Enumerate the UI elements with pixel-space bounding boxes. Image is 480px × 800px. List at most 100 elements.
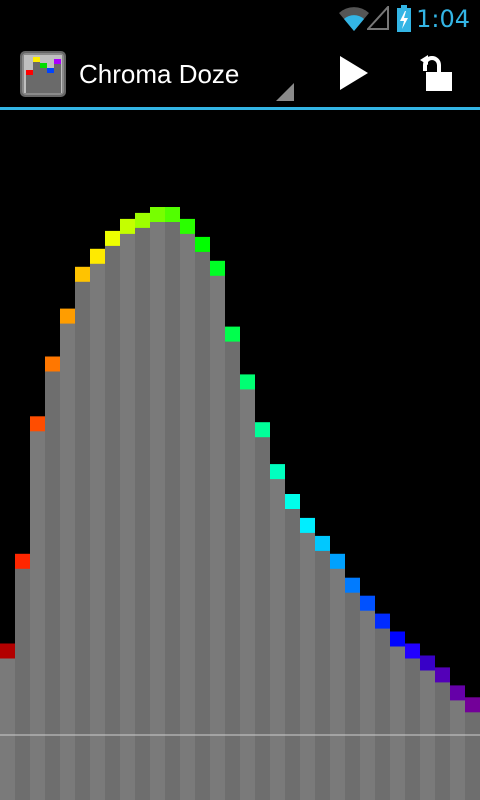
spectrum-bar[interactable] xyxy=(210,274,225,800)
spectrum-bar[interactable] xyxy=(345,591,360,800)
spectrum-bar[interactable] xyxy=(45,370,60,800)
spectrum-bar[interactable] xyxy=(150,221,165,800)
spectrum-cap[interactable] xyxy=(15,553,30,569)
spectrum-band-18[interactable] xyxy=(255,422,270,800)
spectrum-cap[interactable] xyxy=(30,416,45,432)
spectrum-band-15[interactable] xyxy=(210,260,225,800)
spectrum-band-25[interactable] xyxy=(360,595,375,800)
spectrum-band-20[interactable] xyxy=(285,494,300,800)
spectrum-bar[interactable] xyxy=(135,226,150,800)
spectrum-bar[interactable] xyxy=(390,645,405,800)
spectrum-band-5[interactable] xyxy=(60,308,75,800)
spectrum-band-22[interactable] xyxy=(315,535,330,800)
spectrum-bar[interactable] xyxy=(300,531,315,800)
spectrum-bar[interactable] xyxy=(315,549,330,800)
spectrum-bar[interactable] xyxy=(0,657,15,800)
spectrum-cap[interactable] xyxy=(270,464,285,480)
spectrum-band-9[interactable] xyxy=(120,218,135,800)
spectrum-cap[interactable] xyxy=(45,356,60,372)
spectrum-cap[interactable] xyxy=(345,577,360,593)
spectrum-cap[interactable] xyxy=(360,595,375,611)
lock-button[interactable] xyxy=(404,38,472,107)
spectrum-cap[interactable] xyxy=(285,494,300,509)
spectrum-bar[interactable] xyxy=(225,340,240,800)
spectrum-cap[interactable] xyxy=(465,697,480,713)
spectrum-cap[interactable] xyxy=(0,643,15,659)
spectrum-band-24[interactable] xyxy=(345,577,360,800)
spectrum-band-13[interactable] xyxy=(180,218,195,800)
spectrum-band-16[interactable] xyxy=(225,326,240,800)
spectrum-bar[interactable] xyxy=(180,232,195,800)
spectrum-bar[interactable] xyxy=(15,567,30,800)
spectrum-cap[interactable] xyxy=(210,260,225,276)
spectrum-bar[interactable] xyxy=(165,221,180,800)
spectrum-cap[interactable] xyxy=(240,374,255,390)
spectrum-cap[interactable] xyxy=(450,685,465,701)
app-icon[interactable] xyxy=(20,51,66,97)
spectrum-band-2[interactable] xyxy=(15,553,30,800)
spectrum-bar[interactable] xyxy=(30,430,45,800)
spectrum-bar[interactable] xyxy=(465,711,480,800)
spectrum-band-10[interactable] xyxy=(135,212,150,800)
spectrum-cap[interactable] xyxy=(390,631,405,647)
spectrum-bar[interactable] xyxy=(255,436,270,800)
spectrum-band-23[interactable] xyxy=(330,553,345,800)
spectrum-cap[interactable] xyxy=(165,207,180,222)
spectrum-cap[interactable] xyxy=(225,326,240,342)
spectrum-cap[interactable] xyxy=(180,218,195,234)
spinner-triangle-icon[interactable] xyxy=(276,83,294,101)
spectrum-bar[interactable] xyxy=(105,244,120,800)
spectrum-band-11[interactable] xyxy=(150,207,165,800)
spectrum-cap[interactable] xyxy=(300,517,315,533)
spectrum-cap[interactable] xyxy=(135,212,150,228)
spectrum-cap[interactable] xyxy=(255,422,270,438)
spectrum-cap[interactable] xyxy=(195,236,210,252)
spectrum-bar[interactable] xyxy=(330,567,345,800)
spectrum-bar[interactable] xyxy=(120,232,135,800)
spectrum-cap[interactable] xyxy=(105,230,120,246)
spectrum-bar[interactable] xyxy=(450,699,465,800)
spectrum-cap[interactable] xyxy=(90,248,105,264)
spectrum-cap[interactable] xyxy=(405,643,420,659)
spectrum-bar[interactable] xyxy=(360,609,375,800)
spectrum-cap[interactable] xyxy=(120,218,135,234)
spectrum-band-3[interactable] xyxy=(30,416,45,800)
spectrum-band-26[interactable] xyxy=(375,613,390,800)
spectrum-bar[interactable] xyxy=(375,627,390,800)
spectrum-band-4[interactable] xyxy=(45,356,60,800)
spectrum-bar[interactable] xyxy=(240,388,255,800)
spectrum-bar[interactable] xyxy=(270,478,285,800)
spectrum-bar[interactable] xyxy=(195,250,210,800)
spectrum-cap[interactable] xyxy=(315,535,330,551)
spectrum-cap[interactable] xyxy=(435,667,450,683)
spectrum-band-21[interactable] xyxy=(300,517,315,800)
spectrum-chart[interactable] xyxy=(0,110,480,800)
spectrum-equalizer[interactable] xyxy=(0,110,480,800)
spectrum-bar[interactable] xyxy=(405,657,420,800)
spectrum-bar[interactable] xyxy=(90,262,105,800)
spectrum-band-14[interactable] xyxy=(195,236,210,800)
spectrum-band-8[interactable] xyxy=(105,230,120,800)
spectrum-band-32[interactable] xyxy=(465,697,480,800)
spectrum-cap[interactable] xyxy=(420,655,435,671)
spectrum-band-30[interactable] xyxy=(435,667,450,800)
spectrum-band-12[interactable] xyxy=(165,207,180,800)
play-button[interactable] xyxy=(320,38,388,107)
spectrum-band-7[interactable] xyxy=(90,248,105,800)
spectrum-band-27[interactable] xyxy=(390,631,405,800)
spectrum-band-28[interactable] xyxy=(405,643,420,800)
spectrum-bar[interactable] xyxy=(75,280,90,800)
spectrum-bar[interactable] xyxy=(60,322,75,800)
spectrum-band-17[interactable] xyxy=(240,374,255,800)
spectrum-cap[interactable] xyxy=(75,266,90,282)
spectrum-band-31[interactable] xyxy=(450,685,465,800)
spectrum-bar[interactable] xyxy=(285,508,300,800)
spectrum-cap[interactable] xyxy=(150,207,165,222)
spectrum-bar[interactable] xyxy=(435,681,450,800)
spectrum-cap[interactable] xyxy=(60,308,75,324)
spectrum-band-6[interactable] xyxy=(75,266,90,800)
spectrum-cap[interactable] xyxy=(330,553,345,569)
spectrum-band-1[interactable] xyxy=(0,643,15,800)
spectrum-band-19[interactable] xyxy=(270,464,285,800)
spectrum-cap[interactable] xyxy=(375,613,390,629)
